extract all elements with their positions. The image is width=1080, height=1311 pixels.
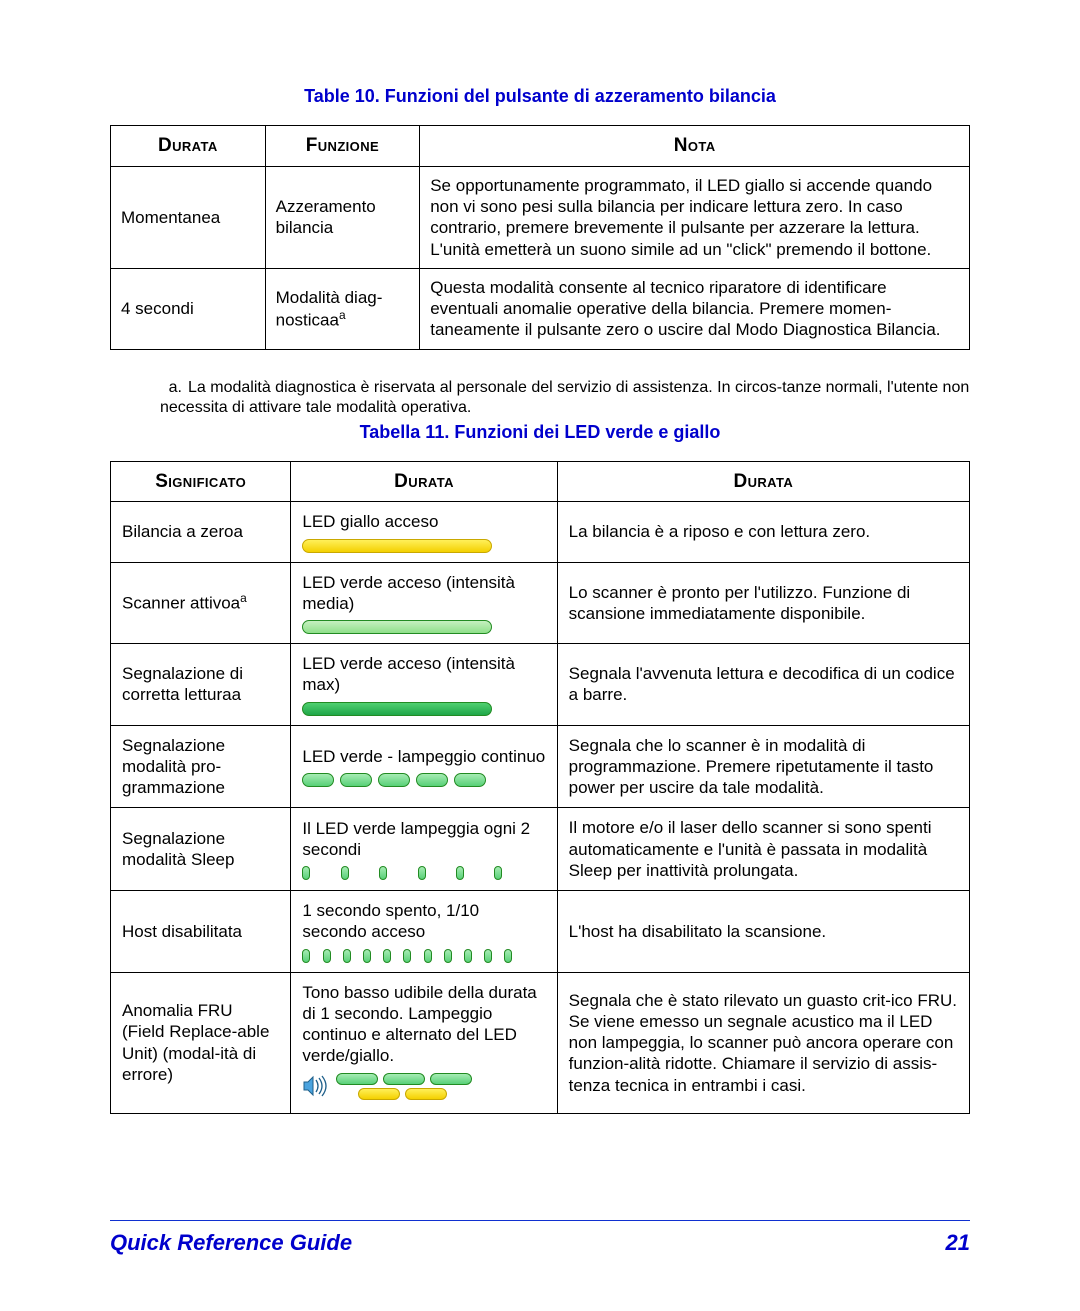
cell: Azzeramento bilancia — [265, 166, 420, 268]
table10-h1: Funzione — [265, 126, 420, 167]
cell: LED verde - lampeggio continuo — [291, 725, 557, 808]
cell: La bilancia è a riposo e con lettura zer… — [557, 502, 969, 562]
led-blink-icon — [302, 773, 545, 787]
cell: Segnala che lo scanner è in modalità di … — [557, 725, 969, 808]
led-green-max-icon — [302, 702, 492, 716]
table-row: Segnalazione di corretta letturaa LED ve… — [111, 644, 970, 726]
footer-title: Quick Reference Guide — [110, 1230, 352, 1256]
cell: Segnala l'avvenuta lettura e decodifica … — [557, 644, 969, 726]
table-row: 4 secondi Modalità diag-nosticaaa Questa… — [111, 268, 970, 349]
table10-header-row: Durata Funzione Nota — [111, 126, 970, 167]
table11-caption: Tabella 11. Funzioni dei LED verde e gia… — [110, 422, 970, 443]
footer-separator — [110, 1220, 970, 1221]
table-row: Momentanea Azzeramento bilancia Se oppor… — [111, 166, 970, 268]
cell: LED verde acceso (intensità max) — [291, 644, 557, 726]
table11-header-row: Significato Durata Durata — [111, 461, 970, 502]
footnote-text: La modalità diagnostica è riservata al p… — [160, 379, 969, 416]
cell: 4 secondi — [111, 268, 266, 349]
table10-h0: Durata — [111, 126, 266, 167]
table-row: Segnalazione modalità pro-grammazione LE… — [111, 725, 970, 808]
cell: L'host ha disabilitato la scansione. — [557, 891, 969, 973]
cell: Segnala che è stato rilevato un guasto c… — [557, 972, 969, 1113]
led-alternating-icon — [336, 1073, 472, 1103]
led-label: Tono basso udibile della durata di 1 sec… — [302, 983, 536, 1066]
cell: LED verde acceso (intensità media) — [291, 562, 557, 644]
led-label: 1 secondo spento, 1/10 secondo acceso — [302, 901, 479, 941]
page-footer: Quick Reference Guide 21 — [110, 1230, 970, 1256]
cell: Anomalia FRU (Field Replace-able Unit) (… — [111, 972, 291, 1113]
table-row: Host disabilitata 1 secondo spento, 1/10… — [111, 891, 970, 973]
led-label: Il LED verde lampeggia ogni 2 secondi — [302, 819, 530, 859]
cell: 1 secondo spento, 1/10 secondo acceso — [291, 891, 557, 973]
cell: Questa modalità consente al tecnico ripa… — [420, 268, 970, 349]
cell: Scanner attivoaa — [111, 562, 291, 644]
led-label: LED giallo acceso — [302, 512, 438, 531]
table11: Significato Durata Durata Bilancia a zer… — [110, 461, 970, 1114]
led-sleep-icon — [302, 866, 502, 880]
cell: Lo scanner è pronto per l'utilizzo. Funz… — [557, 562, 969, 644]
table11-h2: Durata — [557, 461, 969, 502]
cell: Modalità diag-nosticaaa — [265, 268, 420, 349]
footnote-label: a. — [160, 378, 182, 398]
cell: Il motore e/o il laser dello scanner si … — [557, 808, 969, 891]
table10-caption: Table 10. Funzioni del pulsante di azzer… — [110, 86, 970, 107]
led-label: LED verde acceso (intensità max) — [302, 654, 515, 694]
table10-h2: Nota — [420, 126, 970, 167]
table-row: Anomalia FRU (Field Replace-able Unit) (… — [111, 972, 970, 1113]
table11-h0: Significato — [111, 461, 291, 502]
led-green-med-icon — [302, 620, 492, 634]
cell: Segnalazione modalità Sleep — [111, 808, 291, 891]
cell: Host disabilitata — [111, 891, 291, 973]
led-yellow-icon — [302, 539, 492, 553]
cell: Tono basso udibile della durata di 1 sec… — [291, 972, 557, 1113]
table-row: Segnalazione modalità Sleep Il LED verde… — [111, 808, 970, 891]
table10-footnote: a.La modalità diagnostica è riservata al… — [110, 378, 970, 418]
page-content: Table 10. Funzioni del pulsante di azzer… — [0, 0, 1080, 1114]
table-row: Bilancia a zeroa LED giallo acceso La bi… — [111, 502, 970, 562]
led-host-disabled-icon — [302, 949, 512, 963]
cell: Segnalazione di corretta letturaa — [111, 644, 291, 726]
cell: Se opportunamente programmato, il LED gi… — [420, 166, 970, 268]
table-row: Scanner attivoaa LED verde acceso (inten… — [111, 562, 970, 644]
led-label: LED verde acceso (intensità media) — [302, 573, 515, 613]
cell: Momentanea — [111, 166, 266, 268]
table10: Durata Funzione Nota Momentanea Azzerame… — [110, 125, 970, 350]
led-label: LED verde - lampeggio continuo — [302, 747, 545, 766]
cell: Il LED verde lampeggia ogni 2 secondi — [291, 808, 557, 891]
cell: Bilancia a zeroa — [111, 502, 291, 562]
cell: Segnalazione modalità pro-grammazione — [111, 725, 291, 808]
page-number: 21 — [946, 1230, 970, 1256]
cell: LED giallo acceso — [291, 502, 557, 562]
speaker-icon — [302, 1073, 330, 1104]
table11-h1: Durata — [291, 461, 557, 502]
